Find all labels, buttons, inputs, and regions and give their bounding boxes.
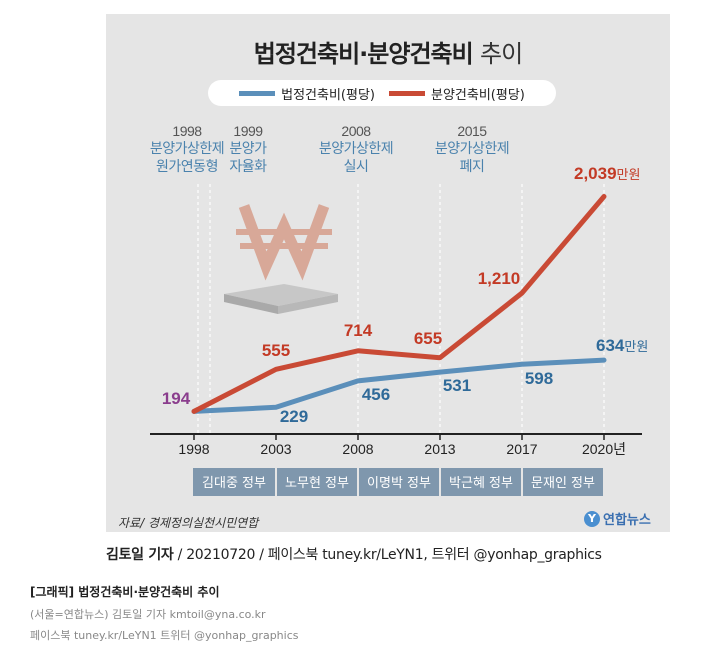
event-line: 분양가상한제 xyxy=(318,141,394,157)
credit-line: 김토일 기자 / 20210720 / 페이스북 tuney.kr/LeYN1,… xyxy=(106,544,602,564)
event-line: 자율화 xyxy=(229,159,267,175)
platform-front xyxy=(278,294,338,314)
event-line: 분양가상한제 xyxy=(149,141,225,157)
caption-byline: (서울=연합뉴스) 김토일 기자 kmtoil@yna.co.kr xyxy=(30,608,266,621)
legend-item-sale: 분양건축비(평당) xyxy=(389,84,525,103)
legend-swatch-sale xyxy=(389,90,425,96)
event-line: 분양가 xyxy=(229,141,267,157)
series-lines xyxy=(191,194,607,414)
won-sign-icon xyxy=(238,204,330,281)
value-label-legal: 598 xyxy=(525,369,553,388)
legend: 법정건축비(평당) 분양건축비(평당) xyxy=(208,80,556,106)
value-label-legal: 456 xyxy=(362,385,390,404)
legend-swatch-legal xyxy=(239,90,276,96)
infographic-card: 법정건축비·분양건축비 추이 법정건축비(평당) 분양건축비(평당) 1998 … xyxy=(106,14,670,532)
event-1998: 1998 분양가상한제 원가연동형 xyxy=(132,122,242,176)
caption-title: [그래픽] 법정건축비·분양건축비 추이 xyxy=(30,585,220,599)
event-line: 분양가상한제 xyxy=(434,141,510,157)
government-label: 문재인 정부 xyxy=(531,476,595,491)
value-label-legal: 634만원 xyxy=(596,336,648,355)
value-label-sale: 714 xyxy=(344,321,373,340)
event-line: 실시 xyxy=(343,159,369,175)
value-label-sale: 555 xyxy=(262,341,290,360)
government-label: 이명박 정부 xyxy=(367,476,431,491)
government-label: 김대중 정부 xyxy=(202,476,266,491)
chart-title: 법정건축비·분양건축비 추이 xyxy=(106,34,670,69)
line-chart: 1998 2003 2008 2013 2017 2020년 194 229 456 531 59… xyxy=(150,164,648,496)
event-year: 1998 xyxy=(172,123,202,139)
event-line: 폐지 xyxy=(459,159,485,175)
yonhap-logo-text: 연합뉴스 xyxy=(603,513,651,528)
legend-item-legal: 법정건축비(평당) xyxy=(239,84,375,103)
credit-rest: / 20210720 / 페이스북 tuney.kr/LeYN1, 트위터 @y… xyxy=(173,547,602,563)
value-label-sale: 655 xyxy=(414,329,442,348)
value-labels: 194 229 456 531 598 634만원 555 714 655 1,210 2,039만… xyxy=(162,164,648,426)
value-unit: 만원 xyxy=(624,339,648,354)
value-label-sale: 1,210 xyxy=(478,269,521,288)
government-band xyxy=(277,468,357,496)
government-band xyxy=(441,468,521,496)
value-unit: 만원 xyxy=(617,167,641,182)
government-bands: 김대중 정부 노무현 정부 이명박 정부 박근혜 정부 문재인 정부 xyxy=(193,468,603,496)
event-year: 2008 xyxy=(341,123,371,139)
event-year: 1999 xyxy=(233,123,263,139)
event-1999: 1999 분양가 자율화 xyxy=(193,122,303,176)
x-tick-label: 2008 xyxy=(342,441,373,457)
won-illustration xyxy=(224,204,338,314)
x-axis: 1998 2003 2008 2013 2017 2020년 xyxy=(150,433,642,457)
platform-top xyxy=(224,284,338,306)
value-label-sale: 2,039만원 xyxy=(574,164,640,183)
yonhap-logo-icon: Y xyxy=(584,510,600,527)
yonhap-logo: Y 연합뉴스 xyxy=(584,509,651,528)
legend-label-sale: 분양건축비(평당) xyxy=(431,87,525,103)
source-note: 자료/ 경제정의실천시민연합 xyxy=(118,516,259,530)
value-label-start: 194 xyxy=(162,389,191,408)
x-tick-label: 2020년 xyxy=(582,441,626,457)
x-tick-label: 2013 xyxy=(424,441,455,457)
event-year: 2015 xyxy=(457,123,487,139)
legal-cost-line xyxy=(191,357,607,414)
chart-title-suffix: 추이 xyxy=(480,40,523,68)
x-tick-label: 2003 xyxy=(260,441,291,457)
x-tick-label: 1998 xyxy=(178,441,209,457)
event-2008: 2008 분양가상한제 실시 xyxy=(301,122,411,176)
caption-social: 페이스북 tuney.kr/LeYN1 트위터 @yonhap_graphics xyxy=(30,629,299,642)
government-band xyxy=(193,468,275,496)
event-2015: 2015 분양가상한제 폐지 xyxy=(417,122,527,176)
value-label-legal: 531 xyxy=(443,376,471,395)
government-band xyxy=(359,468,439,496)
government-label: 박근혜 정부 xyxy=(449,476,513,491)
credit-author: 김토일 기자 xyxy=(106,547,174,563)
chart-title-main: 법정건축비·분양건축비 xyxy=(253,40,474,68)
government-band xyxy=(523,468,603,496)
government-label: 노무현 정부 xyxy=(285,476,349,491)
x-tick-label: 2017 xyxy=(506,441,537,457)
event-line: 원가연동형 xyxy=(156,159,218,175)
sale-cost-line xyxy=(191,194,607,414)
value-label-legal: 229 xyxy=(280,407,308,426)
platform-side xyxy=(224,294,278,314)
legend-label-legal: 법정건축비(평당) xyxy=(281,87,375,103)
